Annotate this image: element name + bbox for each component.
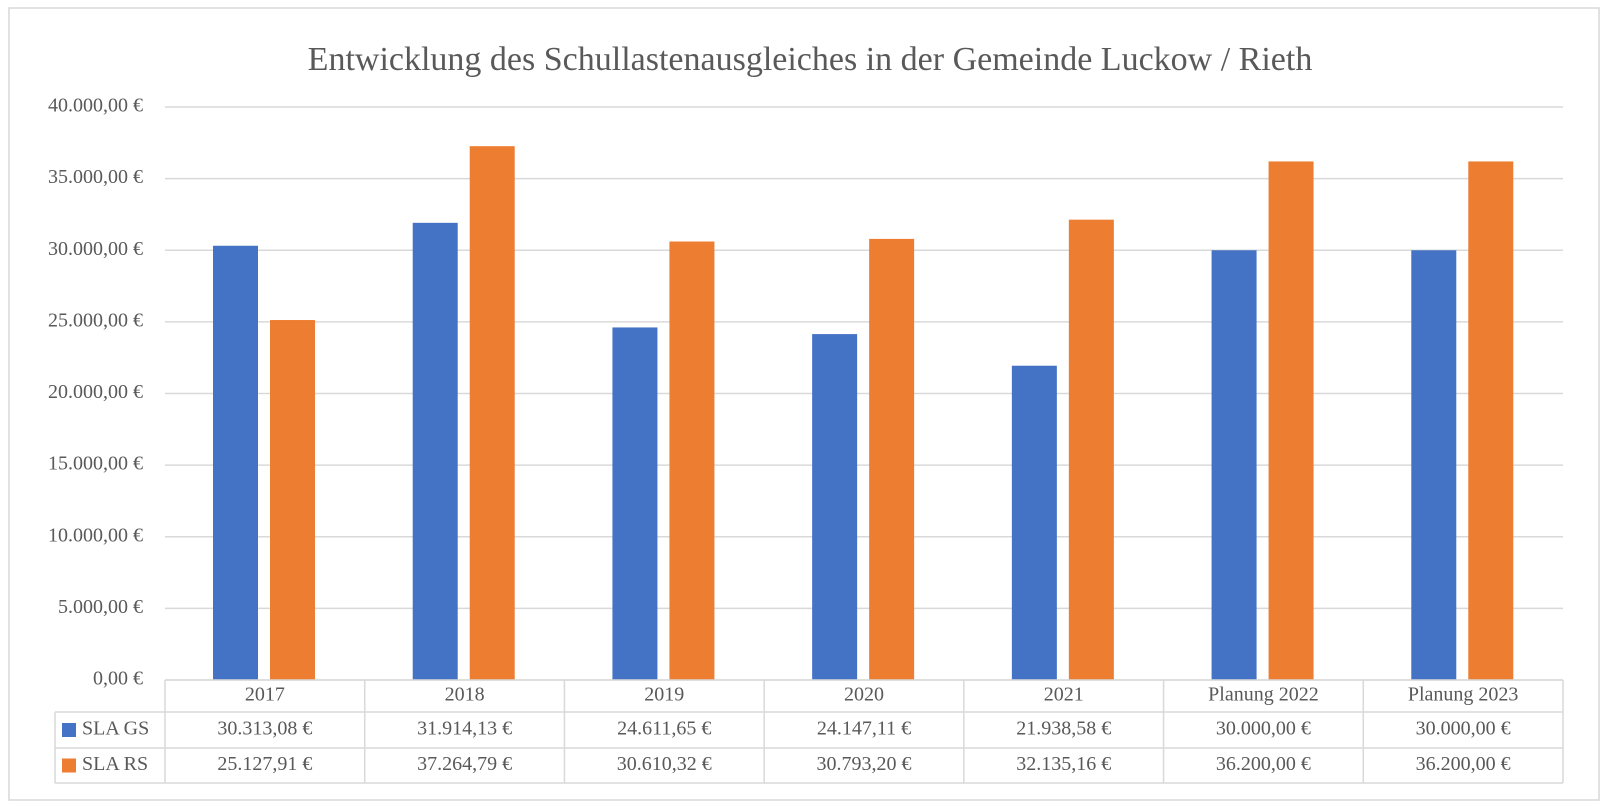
x-tick-label: 2020	[844, 684, 884, 706]
bar	[1068, 219, 1114, 681]
table-cell: 36.200,00 €	[1416, 753, 1511, 775]
y-tick-label: 25.000,00 €	[48, 309, 143, 331]
table-cell: 21.938,58 €	[1016, 718, 1111, 740]
x-tick-label: 2017	[245, 684, 285, 706]
bar	[669, 241, 715, 680]
y-tick-label: 10.000,00 €	[48, 524, 143, 546]
y-tick-label: 5.000,00 €	[58, 596, 143, 618]
table-cell: 24.611,65 €	[617, 718, 711, 740]
bar	[612, 327, 658, 680]
x-tick-label: Planung 2022	[1208, 684, 1319, 706]
table-cell: 32.135,16 €	[1016, 753, 1111, 775]
y-tick-label: 40.000,00 €	[48, 95, 143, 117]
y-tick-label: 20.000,00 €	[48, 381, 143, 403]
y-tick-label: 15.000,00 €	[48, 453, 143, 475]
bar	[1268, 161, 1314, 680]
table-cell: 24.147,11 €	[817, 718, 911, 740]
legend-label: SLA GS	[82, 718, 149, 740]
bar	[412, 222, 458, 681]
table-cell: 30.793,20 €	[817, 753, 912, 775]
bar	[1211, 250, 1257, 680]
table-cell: 25.127,91 €	[217, 753, 312, 775]
chart-title: Entwicklung des Schullastenausgleiches i…	[308, 41, 1313, 78]
y-tick-label: 30.000,00 €	[48, 238, 143, 260]
legend-swatch	[62, 758, 76, 773]
table-cell: 31.914,13 €	[417, 718, 512, 740]
table-cell: 36.200,00 €	[1216, 753, 1311, 775]
bar	[1011, 365, 1057, 680]
bar	[270, 320, 315, 680]
x-tick-label: 2019	[644, 684, 684, 706]
legend-label: SLA RS	[82, 753, 148, 775]
y-tick-label: 0,00 €	[93, 668, 143, 690]
y-tick-label: 35.000,00 €	[48, 166, 143, 188]
table-cell: 30.000,00 €	[1216, 718, 1311, 740]
legend-swatch	[62, 723, 76, 737]
bar	[812, 334, 858, 680]
x-tick-label: 2018	[445, 684, 485, 706]
bar	[1468, 161, 1514, 680]
x-tick-label: Planung 2023	[1408, 684, 1519, 706]
table-cell: 30.313,08 €	[217, 718, 312, 740]
bar	[869, 238, 915, 681]
x-tick-label: 2021	[1044, 684, 1084, 706]
table-cell: 30.610,32 €	[617, 753, 712, 775]
bar	[1411, 250, 1457, 680]
table-cell: 30.000,00 €	[1416, 718, 1511, 740]
table-cell: 37.264,79 €	[417, 753, 512, 775]
bar	[469, 146, 515, 680]
bar	[213, 245, 258, 680]
